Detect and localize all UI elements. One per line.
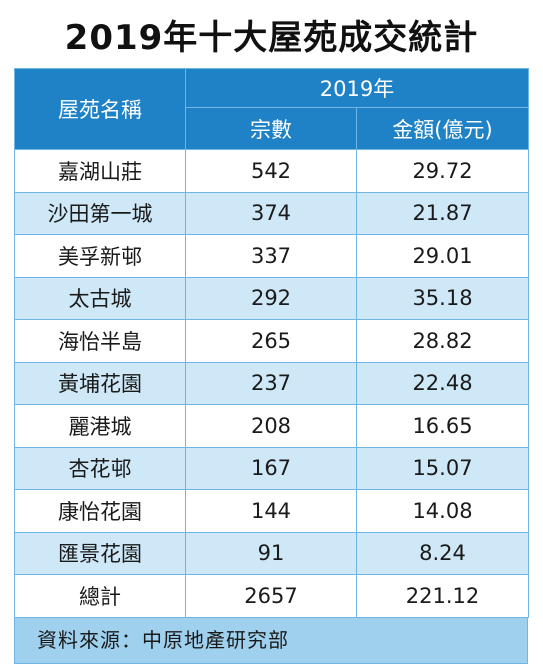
amount-cell: 29.01	[355, 234, 530, 278]
estate-name-cell: 黃埔花園	[14, 362, 186, 405]
total-row: 總計 2657 221.12	[14, 574, 530, 618]
transaction-count-cell: 237	[185, 362, 357, 405]
table-row: 匯景花園 91 8.24	[14, 532, 530, 575]
transaction-count-cell: 542	[185, 149, 357, 193]
header-year: 2019年	[184, 68, 530, 108]
amount-cell: 16.65	[355, 404, 530, 448]
amount-cell: 29.72	[355, 149, 530, 193]
source-note: 資料來源：中原地產研究部	[14, 617, 528, 664]
estate-name-cell: 海怡半島	[14, 319, 186, 363]
total-label-cell: 總計	[14, 574, 186, 618]
header-transaction-count: 宗數	[185, 107, 357, 150]
estate-name-cell: 沙田第一城	[14, 192, 186, 235]
table-row: 海怡半島 265 28.82	[14, 319, 530, 363]
table-body: 嘉湖山莊 542 29.72 沙田第一城 374 21.87 美孚新邨 337 29.01 太古城…	[14, 149, 530, 618]
table-row: 美孚新邨 337 29.01	[14, 234, 530, 278]
page-title: 2019年十大屋苑成交統計	[64, 18, 479, 58]
estate-name-cell: 康怡花園	[14, 489, 186, 533]
table-row: 沙田第一城 374 21.87	[14, 192, 530, 235]
table-row: 黃埔花園 237 22.48	[14, 362, 530, 405]
transaction-count-cell: 144	[185, 489, 357, 533]
estate-name-cell: 匯景花園	[14, 532, 186, 575]
amount-cell: 8.24	[355, 532, 530, 575]
estate-name-cell: 美孚新邨	[14, 234, 186, 278]
transaction-count-cell: 91	[185, 532, 357, 575]
header-estate-name: 屋苑名稱	[14, 68, 186, 150]
transaction-count-cell: 292	[185, 277, 357, 320]
amount-cell: 14.08	[355, 489, 530, 533]
estate-transactions-table: 屋苑名稱 2019年 宗數 金額(億元) 嘉湖山莊 542 29.72 沙田第一城 37…	[14, 68, 530, 618]
stats-table-container: 屋苑名稱 2019年 宗數 金額(億元) 嘉湖山莊 542 29.72 沙田第一城 37…	[14, 68, 530, 664]
amount-cell: 35.18	[355, 277, 530, 320]
transaction-count-cell: 265	[185, 319, 357, 363]
total-count-cell: 2657	[185, 574, 357, 618]
amount-cell: 28.82	[355, 319, 530, 363]
transaction-count-cell: 337	[185, 234, 357, 278]
amount-cell: 15.07	[355, 447, 530, 490]
estate-name-cell: 麗港城	[14, 404, 186, 448]
table-row: 麗港城 208 16.65	[14, 404, 530, 448]
estate-name-cell: 杏花邨	[14, 447, 186, 490]
estate-name-cell: 太古城	[14, 277, 186, 320]
amount-cell: 21.87	[355, 192, 530, 235]
total-amount-cell: 221.12	[355, 574, 530, 618]
transaction-count-cell: 374	[185, 192, 357, 235]
transaction-count-cell: 208	[185, 404, 357, 448]
table-row: 嘉湖山莊 542 29.72	[14, 149, 530, 193]
header-amount: 金額(億元)	[355, 107, 530, 150]
amount-cell: 22.48	[355, 362, 530, 405]
transaction-count-cell: 167	[185, 447, 357, 490]
table-row: 杏花邨 167 15.07	[14, 447, 530, 490]
estate-name-cell: 嘉湖山莊	[14, 149, 186, 193]
table-row: 康怡花園 144 14.08	[14, 489, 530, 533]
table-row: 太古城 292 35.18	[14, 277, 530, 320]
